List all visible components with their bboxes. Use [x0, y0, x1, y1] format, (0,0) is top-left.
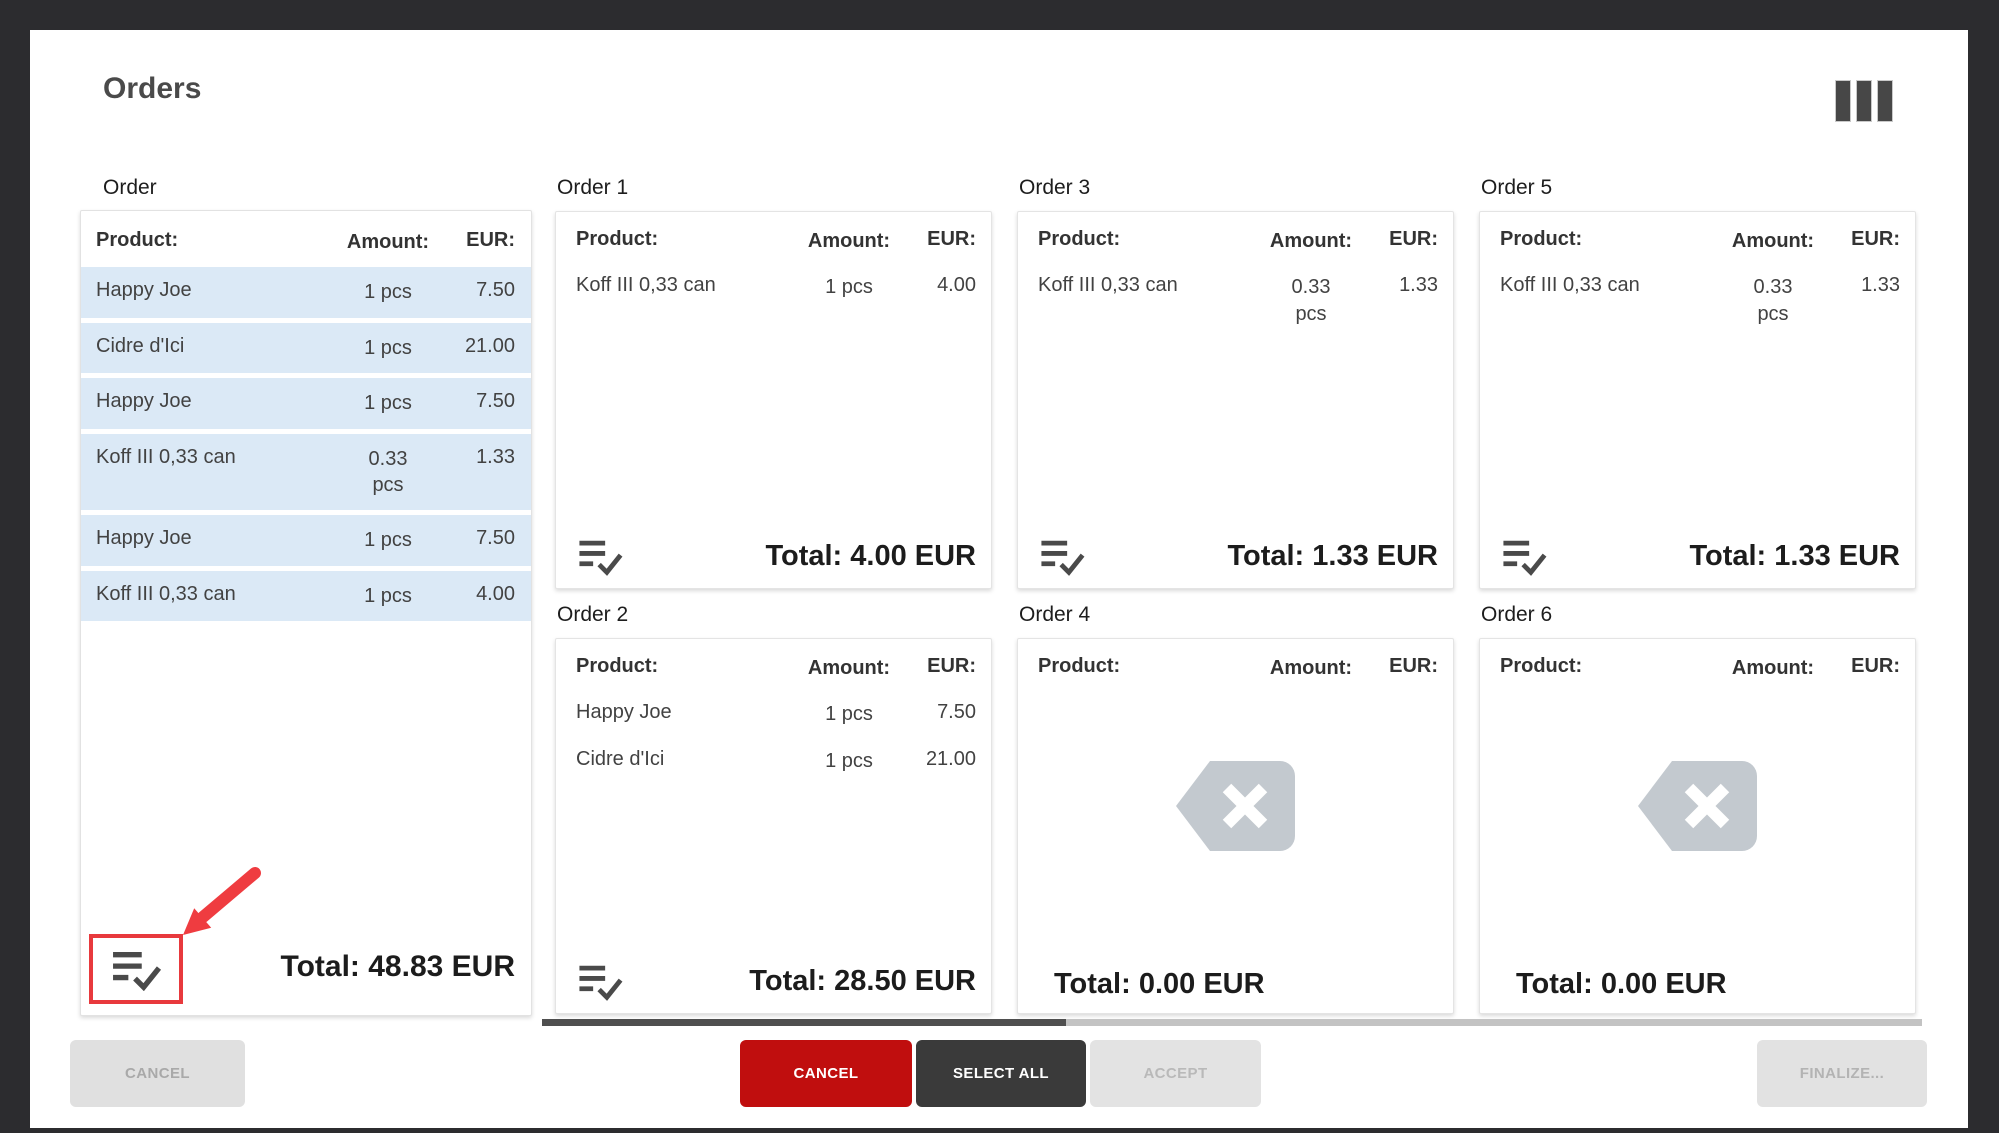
finalize-button[interactable]: FINALIZE... [1757, 1040, 1927, 1107]
column-header-amount: Amount: [1731, 657, 1815, 679]
column-header-product: Product: [1038, 228, 1121, 250]
column-header-eur: EUR: [1851, 655, 1900, 677]
order-5-label: Order 5 [1481, 176, 1553, 199]
table-row[interactable]: Happy Joe 1 pcs 7.50 [81, 267, 531, 318]
order-3-card[interactable]: Product: Amount: EUR: Koff III 0,33 can … [1017, 211, 1454, 589]
column-header-eur: EUR: [466, 229, 515, 251]
order-item-row: Cidre d'Ici 1 pcs 21.00 [576, 747, 976, 772]
order-1-label: Order 1 [557, 176, 629, 199]
column-header-amount: Amount: [1269, 657, 1353, 679]
column-header-product: Product: [1500, 228, 1583, 250]
order-4-label: Order 4 [1019, 603, 1091, 626]
column-header-product: Product: [1038, 655, 1121, 677]
order-2-card[interactable]: Product: Amount: EUR: Happy Joe 1 pcs 7.… [555, 638, 992, 1014]
order-total: Total: 0.00 EUR [1516, 968, 1727, 1000]
order-2-label: Order 2 [557, 603, 629, 626]
horizontal-scrollbar [542, 1019, 1922, 1026]
clear-backspace-icon [1175, 760, 1297, 857]
columns-view-icon[interactable] [1835, 80, 1893, 122]
order-total: Total: 28.50 EUR [749, 964, 976, 997]
column-header-amount: Amount: [807, 230, 891, 252]
playlist-check-icon[interactable] [1500, 536, 1548, 576]
order-total: Total: 4.00 EUR [765, 539, 976, 572]
select-all-button[interactable]: SELECT ALL [916, 1040, 1086, 1107]
order-1-card[interactable]: Product: Amount: EUR: Koff III 0,33 can … [555, 211, 992, 589]
column-header-eur: EUR: [1851, 228, 1900, 250]
column-header-product: Product: [576, 655, 659, 677]
column-header-product: Product: [576, 228, 659, 250]
order-5-card[interactable]: Product: Amount: EUR: Koff III 0,33 can … [1479, 211, 1916, 589]
table-row[interactable]: Happy Joe 1 pcs 7.50 [81, 515, 531, 566]
orders-grid: Order 1 Product: Amount: EUR: Koff III 0… [555, 176, 1916, 1014]
order-item-row: Koff III 0,33 can 0.33 pcs 1.33 [1038, 274, 1438, 325]
order-item-row: Koff III 0,33 can 0.33 pcs 1.33 [1500, 274, 1900, 325]
annotation-highlight-box [89, 934, 183, 1004]
column-header-eur: EUR: [927, 228, 976, 250]
table-row[interactable]: Happy Joe 1 pcs 7.50 [81, 378, 531, 429]
order-total: Total: 1.33 EUR [1689, 539, 1900, 572]
order-6-card[interactable]: Product: Amount: EUR: Total: 0.00 EUR [1479, 638, 1916, 1014]
columns-bar [1877, 80, 1893, 122]
playlist-check-icon[interactable] [1038, 536, 1086, 576]
order-3-label: Order 3 [1019, 176, 1091, 199]
column-header-amount: Amount: [1731, 230, 1815, 252]
table-row[interactable]: Koff III 0,33 can 0.33 pcs 1.33 [81, 433, 531, 511]
order-total: Total: 48.83 EUR [280, 950, 515, 983]
column-header-amount: Amount: [807, 657, 891, 679]
clear-backspace-icon [1637, 760, 1759, 857]
column-header-product: Product: [1500, 655, 1583, 677]
playlist-check-icon[interactable] [109, 947, 163, 991]
column-header-amount: Amount: [1269, 230, 1353, 252]
column-header-eur: EUR: [1389, 228, 1438, 250]
order-item-row: Koff III 0,33 can 1 pcs 4.00 [576, 274, 976, 299]
order-total: Total: 1.33 EUR [1227, 539, 1438, 572]
order-6-label: Order 6 [1481, 603, 1553, 626]
column-header-eur: EUR: [1389, 655, 1438, 677]
page-title: Orders [103, 72, 202, 105]
playlist-check-icon[interactable] [576, 536, 624, 576]
left-order-label: Order [103, 176, 157, 199]
table-row[interactable]: Koff III 0,33 can 1 pcs 4.00 [81, 570, 531, 622]
column-header-amount: Amount: [346, 231, 430, 253]
accept-button[interactable]: ACCEPT [1090, 1040, 1261, 1107]
order-item-row: Happy Joe 1 pcs 7.50 [576, 701, 976, 726]
column-header-eur: EUR: [927, 655, 976, 677]
columns-bar [1856, 80, 1872, 122]
order-total: Total: 0.00 EUR [1054, 968, 1265, 1000]
column-header-product: Product: [96, 229, 179, 251]
columns-bar [1835, 80, 1851, 122]
table-header: Product: Amount: EUR: [81, 211, 531, 267]
table-row[interactable]: Cidre d'Ici 1 pcs 21.00 [81, 322, 531, 374]
cancel-button[interactable]: CANCEL [740, 1040, 912, 1107]
left-order-panel: Product: Amount: EUR: Happy Joe 1 pcs 7.… [80, 210, 532, 1016]
scrollbar-thumb[interactable] [542, 1019, 1066, 1026]
cancel-left-button[interactable]: CANCEL [70, 1040, 245, 1107]
order-4-card[interactable]: Product: Amount: EUR: Total: 0.00 EUR [1017, 638, 1454, 1014]
main-window: Orders Order Product: Amount: EUR: Happy… [30, 30, 1968, 1128]
playlist-check-icon[interactable] [576, 961, 624, 1001]
